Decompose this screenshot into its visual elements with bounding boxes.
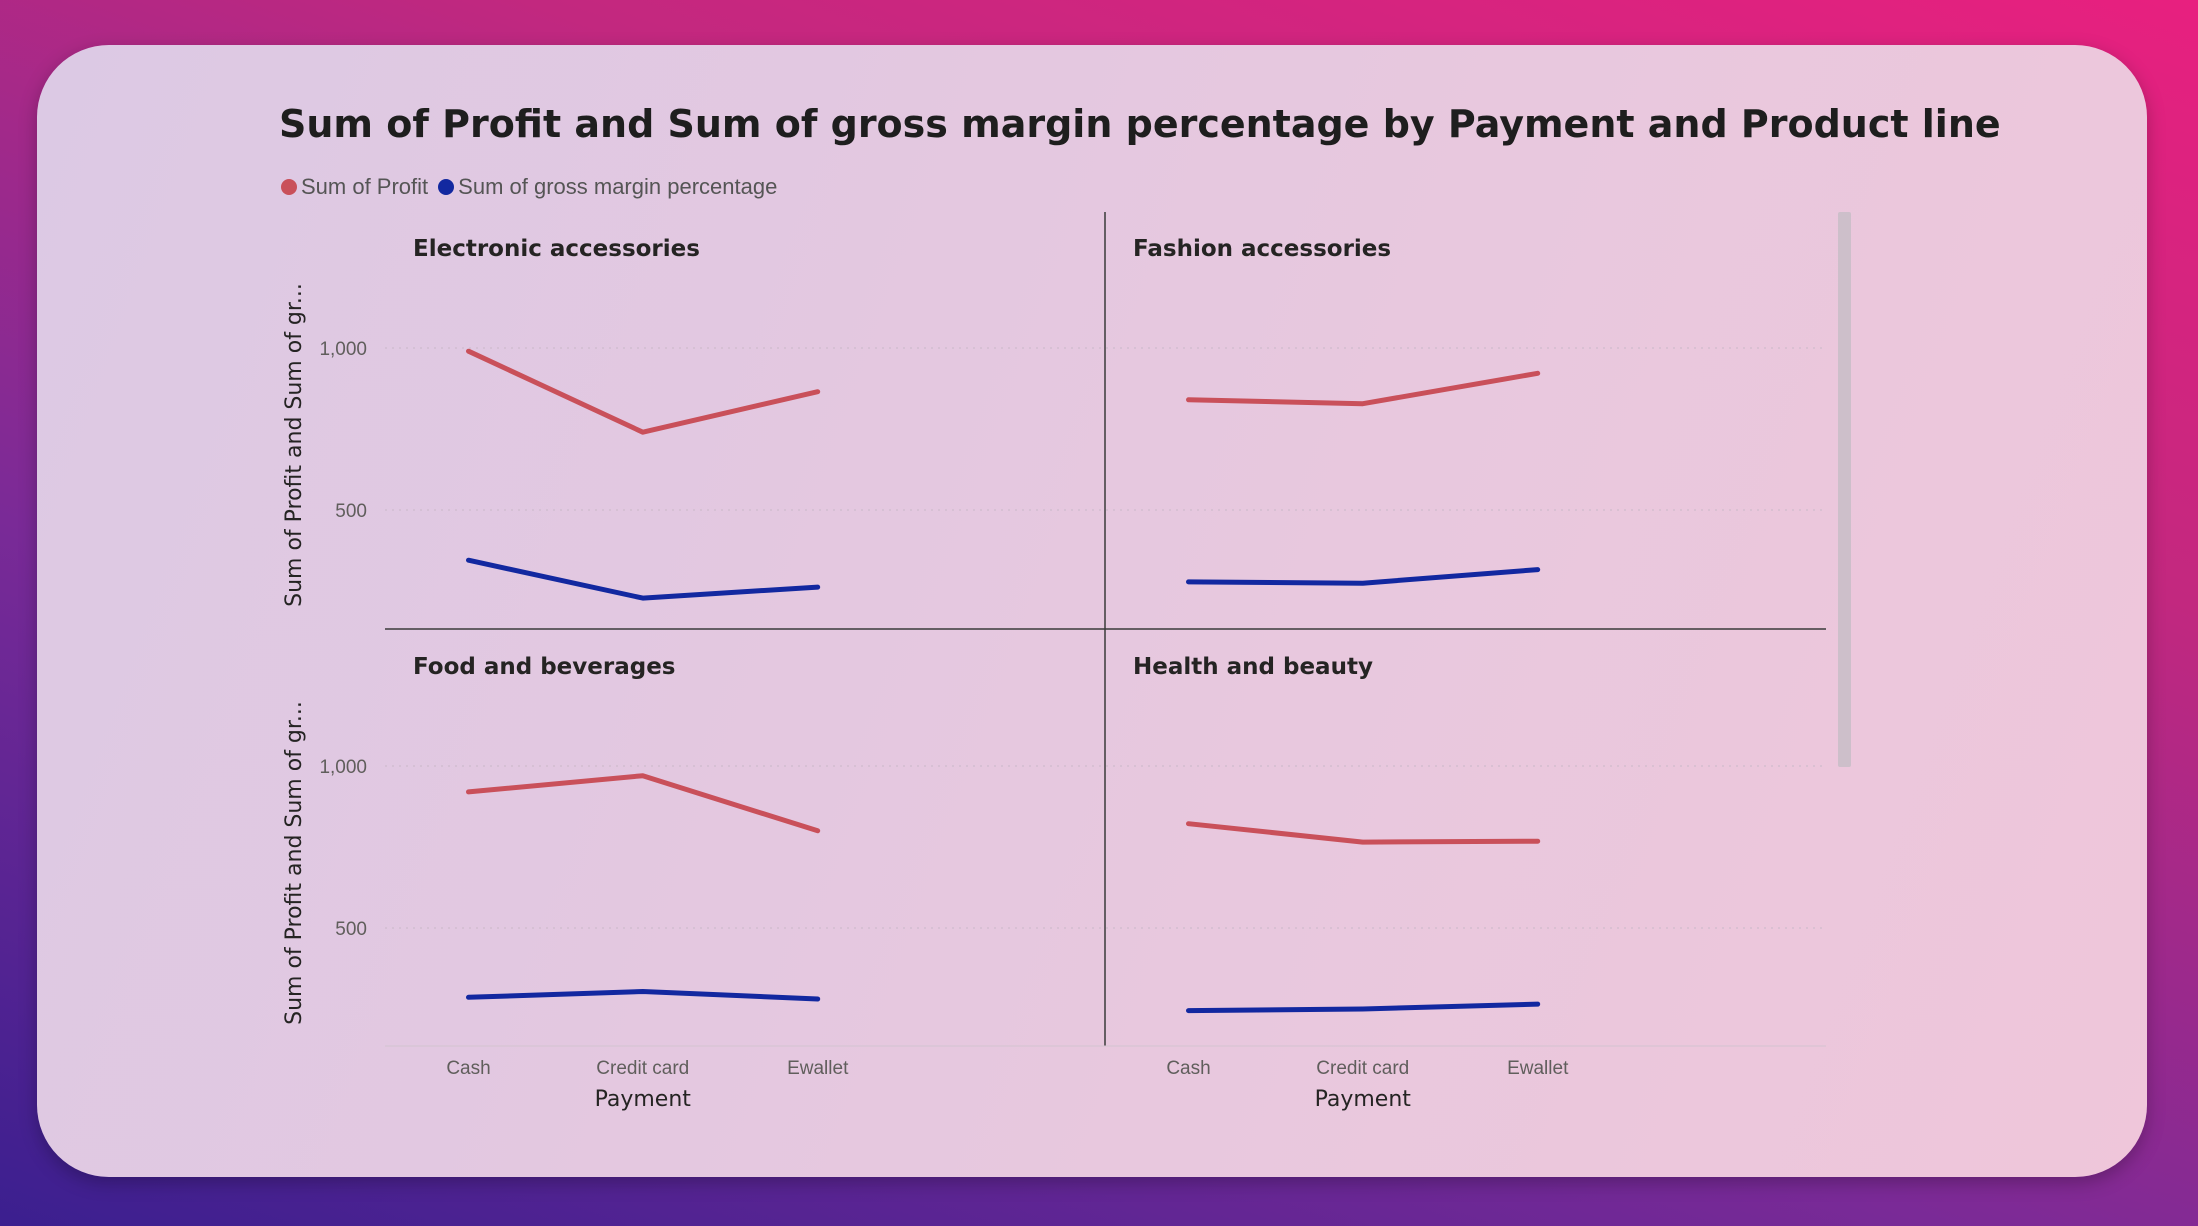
x-tick-label: Ewallet [787,1058,849,1079]
series-line-gross-margin [1186,567,1541,586]
legend-dot-gross-margin [438,179,455,195]
y-axis-label: Sum of Profit and Sum of gr... [282,283,307,607]
y-tick-label: 500 [335,501,367,522]
legend-dot-profit [281,179,297,195]
x-tick-label: Credit card [596,1058,689,1079]
panel-title: Electronic accessories [413,236,700,262]
series-line-gross-margin [1186,1001,1541,1014]
legend-label-gross-margin: Sum of gross margin percentage [458,174,778,199]
legend-item-gross-margin[interactable]: Sum of gross margin percentage [438,174,777,200]
series-line-profit [1186,821,1541,845]
y-tick-label: 1,000 [319,339,367,360]
report-card [37,45,2147,1177]
panel-title: Fashion accessories [1133,236,1391,262]
series-line-gross-margin [466,557,821,601]
chart-legend[interactable]: Sum of Profit Sum of gross margin percen… [281,173,787,201]
y-tick-label: 1,000 [319,757,367,778]
vertical-scrollbar[interactable] [1838,212,1851,767]
x-axis-label: Payment [1315,1087,1412,1112]
series-line-profit [466,773,821,834]
y-tick-label: 500 [335,919,367,940]
series-line-profit [466,348,821,435]
x-tick-label: Cash [446,1058,490,1079]
series-line-gross-margin [466,989,821,1002]
legend-item-profit[interactable]: Sum of Profit [281,174,428,200]
panel-title: Health and beauty [1133,654,1373,680]
series-line-profit [1186,370,1541,407]
x-axis-label: Payment [595,1087,692,1112]
x-tick-label: Credit card [1316,1058,1409,1079]
panel-title: Food and beverages [413,654,676,680]
x-tick-label: Cash [1166,1058,1210,1079]
legend-label-profit: Sum of Profit [301,174,429,199]
y-axis-label: Sum of Profit and Sum of gr... [282,701,307,1025]
x-tick-label: Ewallet [1507,1058,1569,1079]
chart-title: Sum of Profit and Sum of gross margin pe… [279,102,2001,146]
